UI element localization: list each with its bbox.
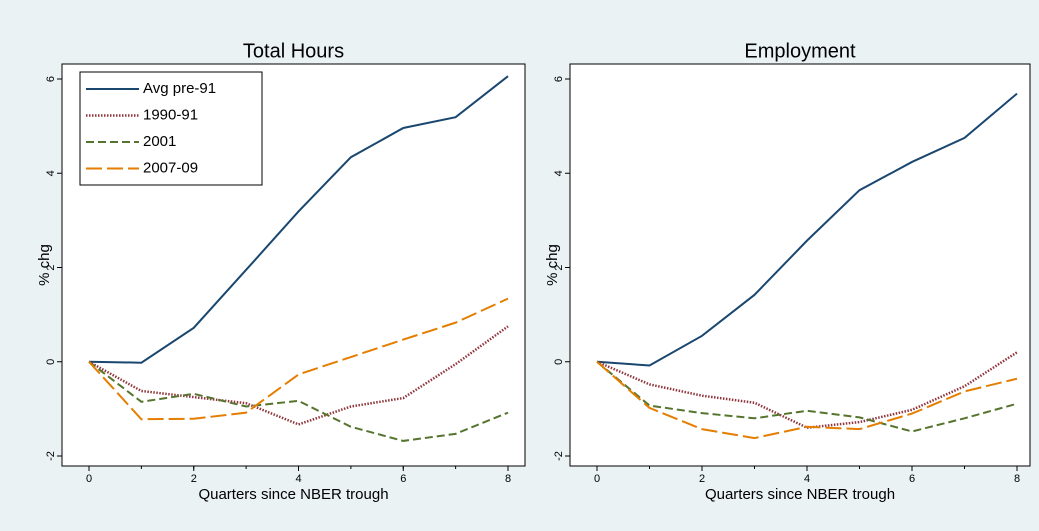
y-tick-label: 4	[553, 170, 565, 176]
x-tick-label: 8	[505, 473, 511, 485]
x-tick-label: 0	[594, 473, 600, 485]
series-line	[596, 360, 1018, 440]
y-tick-label: 2	[45, 264, 57, 270]
x-axis-label: Quarters since NBER trough	[705, 486, 895, 503]
legend-label: 2007-09	[143, 159, 198, 176]
x-tick-label: 2	[699, 473, 705, 485]
y-tick-label: 6	[45, 76, 57, 82]
plot-area	[569, 63, 1031, 467]
x-tick-label: 6	[400, 473, 406, 485]
y-tick-label: -2	[553, 451, 565, 461]
legend-label: Avg pre-91	[143, 80, 216, 97]
x-axis-label: Quarters since NBER trough	[198, 486, 388, 503]
series-line	[88, 297, 509, 421]
chart-title: Employment	[744, 40, 856, 62]
y-tick-label: 2	[553, 264, 565, 270]
legend-box	[79, 71, 263, 186]
x-tick-label: 8	[1014, 473, 1020, 485]
y-tick-label: 4	[45, 170, 57, 176]
series-line	[596, 360, 1018, 433]
y-tick-label: -2	[45, 451, 57, 461]
legend-label: 2001	[143, 133, 176, 150]
x-tick-label: 4	[295, 473, 301, 485]
y-axis-label: % chg	[36, 244, 53, 286]
series-line	[88, 360, 509, 442]
legend-label: 1990-91	[143, 106, 198, 123]
x-tick-label: 4	[804, 473, 810, 485]
y-tick-label: 0	[553, 359, 565, 365]
x-tick-label: 6	[909, 473, 915, 485]
y-tick-label: 6	[553, 76, 565, 82]
y-axis-label: % chg	[544, 244, 561, 286]
x-tick-label: 2	[191, 473, 197, 485]
series-line	[596, 92, 1018, 367]
y-tick-label: 0	[45, 359, 57, 365]
series-line	[596, 351, 1018, 430]
chart-title: Total Hours	[243, 40, 344, 62]
x-tick-label: 0	[86, 473, 92, 485]
series-line	[88, 75, 509, 364]
